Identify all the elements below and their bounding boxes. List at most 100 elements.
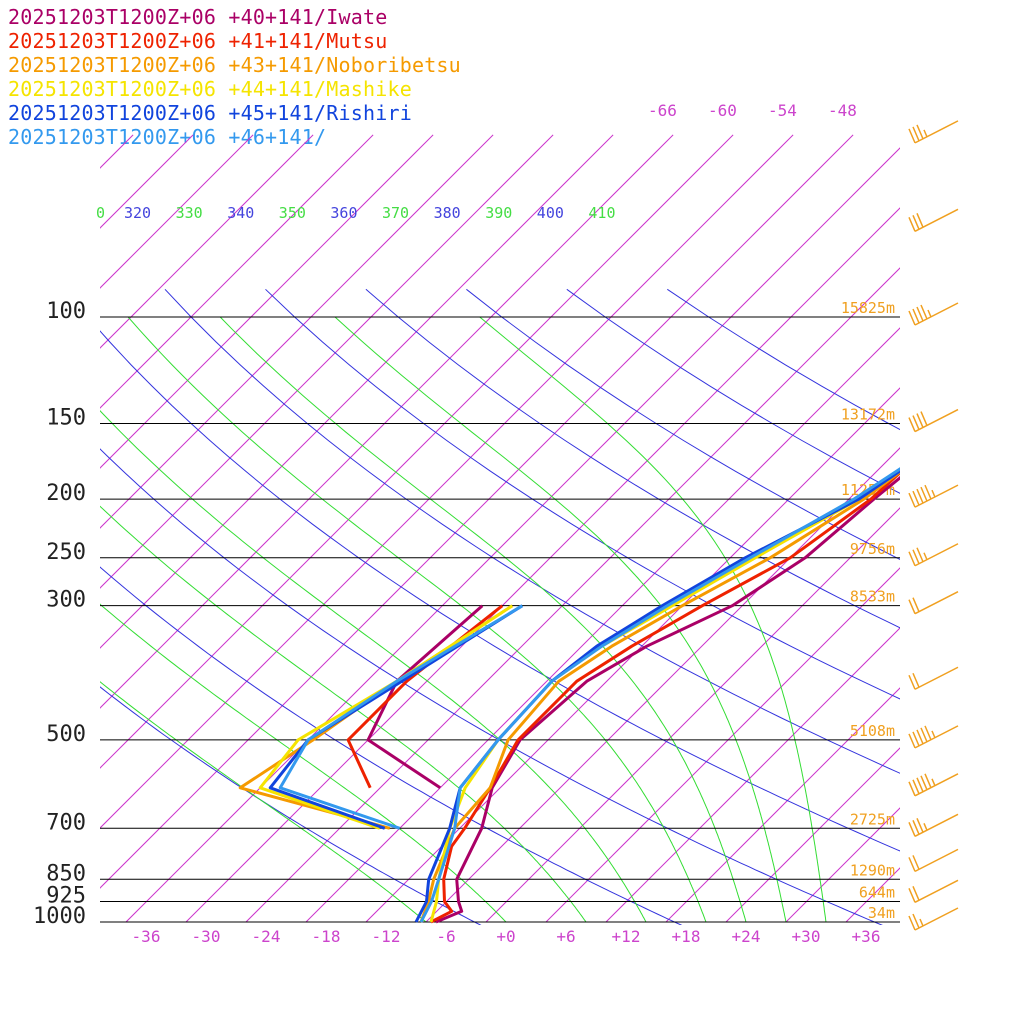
wind-barb [908, 813, 959, 837]
dry-adiabat-line [100, 566, 683, 925]
temperature-tick-label: +12 [612, 927, 641, 946]
wind-barb [908, 302, 959, 326]
theta-label: 330 [176, 204, 203, 222]
temperature-tick-label: +0 [496, 927, 515, 946]
theta-label: 350 [279, 204, 306, 222]
wind-barb [908, 484, 959, 508]
isotherm-line [966, 135, 1024, 922]
height-label: 8533m [850, 588, 895, 606]
wind-barb [908, 590, 959, 615]
theta-label: 320 [124, 204, 151, 222]
series-temperature-line-3 [429, 469, 900, 923]
wind-barbs [908, 120, 959, 931]
height-label: 1290m [850, 861, 895, 879]
moist-adiabat-line [127, 316, 707, 923]
height-label: 13172m [841, 406, 895, 424]
height-label: 34m [868, 904, 895, 922]
temperature-tick-label: +36 [852, 927, 881, 946]
legend-entry-iwate: 20251203T1200Z+06 +40+141/Iwate [8, 5, 388, 29]
pressure-tick-label: 1000 [33, 904, 86, 929]
pressure-tick-label: 500 [46, 722, 86, 747]
isotherm-line [100, 134, 854, 889]
theta-label: 380 [434, 204, 461, 222]
theta-label: 410 [588, 204, 615, 222]
pressure-tick-label: 925 [46, 884, 86, 909]
upper-isotherm-label: -66 [648, 101, 677, 120]
legend-entry-46-141: 20251203T1200Z+06 +46+141/ [8, 125, 327, 149]
dry-adiabat-line [466, 288, 900, 560]
temperature-tick-label: +24 [732, 927, 761, 946]
series-dewpoint-line-0 [366, 604, 484, 790]
wind-barb [908, 208, 959, 232]
isotherm-line [0, 135, 13, 922]
legend-entry-rishiri: 20251203T1200Z+06 +45+141/Rishiri [8, 101, 412, 125]
theta-label: 370 [382, 204, 409, 222]
temperature-tick-label: -24 [252, 927, 281, 946]
wind-barb [908, 773, 959, 797]
dry-adiabat-line [100, 686, 482, 925]
isotherm-line [365, 387, 900, 923]
pressure-tick-label: 200 [46, 481, 86, 506]
dry-adiabat-line [164, 288, 900, 774]
wind-barb [908, 543, 959, 567]
theta-label: 0 [96, 204, 105, 222]
series-temperature-line-1 [430, 470, 900, 924]
wind-barb [908, 907, 959, 931]
isotherm-line [245, 267, 900, 923]
series-temperature-line-5 [419, 467, 900, 923]
dry-adiabat-line [365, 288, 900, 629]
legend-entry-mashike: 20251203T1200Z+06 +44+141/Mashike [8, 77, 412, 101]
upper-isotherm-label: -54 [768, 101, 797, 120]
pressure-tick-label: 250 [46, 540, 86, 565]
wind-barb [908, 666, 959, 690]
series-temperature-line-0 [435, 475, 900, 924]
isotherm-line [100, 134, 734, 769]
temperature-tick-label: +6 [556, 927, 575, 946]
pressure-tick-label: 300 [46, 588, 86, 613]
theta-label: 400 [537, 204, 564, 222]
isotherm-line [0, 135, 73, 922]
isotherm-line [100, 134, 794, 829]
legend-entry-noboribetsu: 20251203T1200Z+06 +43+141/Noboribetsu [8, 53, 461, 77]
moist-adiabat-line [100, 410, 647, 923]
upper-isotherm-label: -60 [708, 101, 737, 120]
series-dewpoint-line-5 [278, 604, 524, 830]
wind-barb [908, 848, 959, 873]
wind-barb [908, 120, 959, 144]
height-label: 5108m [850, 722, 895, 740]
legend-entry-mutsu: 20251203T1200Z+06 +41+141/Mutsu [8, 29, 388, 53]
pressure-tick-label: 700 [46, 810, 86, 835]
temperature-tick-label: -36 [132, 927, 161, 946]
isotherm-line [100, 134, 554, 589]
chart-series [238, 467, 900, 924]
isotherm-line [100, 134, 494, 529]
isotherm-line [906, 135, 1024, 922]
isotherm-line [545, 567, 900, 923]
isotherm-line [100, 134, 314, 349]
theta-label: 390 [485, 204, 512, 222]
height-label: 9756m [850, 540, 895, 558]
theta-label: 360 [330, 204, 357, 222]
dry-adiabat-line [265, 288, 900, 700]
height-label: 15825m [841, 299, 895, 317]
upper-isotherm-label: -48 [828, 101, 857, 120]
pressure-tick-label: 850 [46, 861, 86, 886]
isotherm-line [100, 134, 374, 409]
pressure-tick-label: 150 [46, 406, 86, 431]
series-temperature-line-2 [419, 470, 900, 923]
isotherm-line [725, 747, 900, 923]
temperature-tick-label: +30 [792, 927, 821, 946]
isotherm-line [100, 134, 614, 649]
dry-adiabat-line [100, 330, 900, 852]
wind-barb [908, 879, 959, 903]
isotherm-line [845, 867, 900, 923]
wind-barb [908, 408, 959, 433]
isotherm-line [125, 147, 900, 923]
series-temperature-line-4 [414, 469, 900, 923]
isotherm-line [100, 134, 434, 469]
isotherm-line [100, 134, 194, 229]
isotherm-line [100, 134, 134, 169]
temperature-tick-label: -30 [192, 927, 221, 946]
